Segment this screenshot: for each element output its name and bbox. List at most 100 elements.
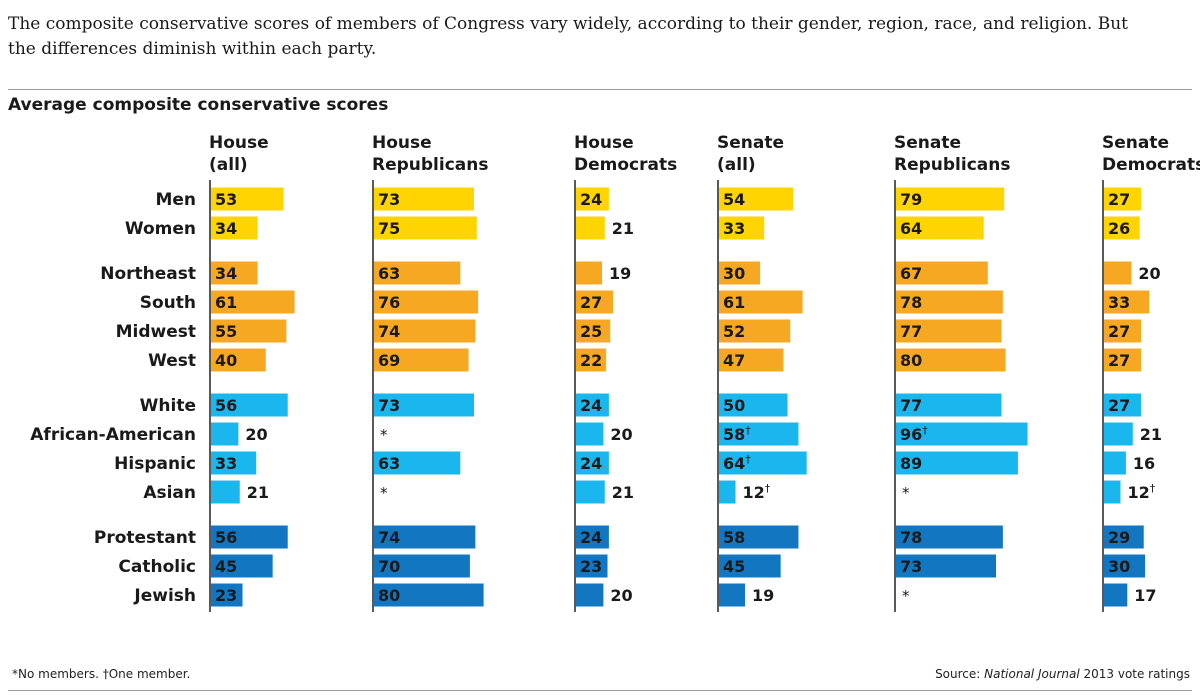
bar-race (719, 480, 736, 504)
bar-race (374, 451, 461, 475)
category-label: African-American (30, 425, 196, 445)
bar-religion (719, 554, 781, 578)
bar-value-label: 67 (900, 264, 922, 283)
bar-race (719, 451, 807, 475)
category-label: Northeast (100, 264, 196, 284)
source-prefix: Source: (935, 667, 985, 681)
bar-region (576, 290, 613, 314)
bar-religion (374, 583, 484, 607)
bar-region (1104, 348, 1141, 372)
bar-value-label: 19 (609, 264, 631, 283)
series-header: House (372, 133, 432, 153)
bar-value-label: 63 (378, 264, 400, 283)
bar-value-label: 21 (1140, 425, 1162, 444)
bar-religion (576, 583, 604, 607)
one-member-marker: † (745, 453, 751, 466)
bar-value-label: 64† (723, 453, 751, 473)
bar-region (719, 319, 791, 343)
bar-value-label: 80 (900, 351, 922, 370)
series-header: Democrats (574, 155, 677, 175)
bar-value-label: 17 (1134, 586, 1156, 605)
bar-gender (896, 216, 984, 240)
bar-value-label: 23 (215, 586, 237, 605)
bar-region (211, 261, 258, 285)
bar-race (896, 393, 1002, 417)
category-label: West (148, 351, 196, 371)
bar-race (896, 451, 1018, 475)
bar-value-label: 63 (378, 454, 400, 473)
bar-religion (211, 583, 243, 607)
category-label: Jewish (133, 586, 196, 606)
bar-value-label: 78 (900, 293, 922, 312)
bar-value-label: 33 (215, 454, 237, 473)
footnote-legend: *No members. †One member. (12, 667, 191, 681)
bar-value-label: 27 (1108, 351, 1130, 370)
bar-region (211, 319, 287, 343)
bar-value-label: 73 (900, 557, 922, 576)
bar-religion (211, 554, 273, 578)
bar-race (896, 422, 1028, 446)
series-header: (all) (209, 155, 248, 175)
one-member-marker: † (745, 424, 751, 437)
bar-region (1104, 290, 1150, 314)
bar-race (211, 451, 257, 475)
bar-value-label: 20 (1138, 264, 1160, 283)
bar-value-label: 74 (378, 528, 400, 547)
bar-gender (374, 216, 477, 240)
series-header: Republicans (372, 155, 489, 175)
bar-gender (211, 187, 284, 211)
bar-value-label: 52 (723, 322, 745, 341)
bar-value-label: 50 (723, 396, 745, 415)
bar-value-label: 24 (580, 454, 602, 473)
bar-religion (1104, 583, 1128, 607)
bar-value-label: 21 (247, 483, 269, 502)
bar-religion (1104, 554, 1146, 578)
bar-value-label: 74 (378, 322, 400, 341)
bar-value-label: 58† (723, 424, 751, 444)
category-label: Asian (143, 483, 196, 503)
no-members-marker: * (902, 587, 910, 605)
bar-region (374, 261, 461, 285)
bar-value-label: 70 (378, 557, 400, 576)
source-suffix: 2013 vote ratings (1079, 667, 1190, 681)
conservative-scores-chart: Men Women Northeast South Midwest West White Af… (30, 133, 1200, 612)
bar-gender (1104, 216, 1140, 240)
bar-region (211, 348, 266, 372)
bar-value-label: 76 (378, 293, 400, 312)
bar-region (576, 319, 611, 343)
bar-religion (896, 525, 1003, 549)
series-header: Senate (894, 133, 961, 153)
category-label: Catholic (118, 557, 196, 577)
bar-value-label: 30 (723, 264, 745, 283)
bar-region (211, 290, 295, 314)
bar-race (1104, 393, 1141, 417)
bar-race (576, 393, 609, 417)
bar-value-label: 30 (1108, 557, 1130, 576)
source-publication: National Journal (984, 667, 1080, 681)
bottom-divider (8, 690, 1192, 691)
category-label: Women (125, 219, 196, 239)
bar-value-label: 79 (900, 190, 922, 209)
bar-value-label: 54 (723, 190, 745, 209)
bar-value-label: 69 (378, 351, 400, 370)
bar-value-label: 20 (610, 425, 632, 444)
bar-religion (374, 525, 476, 549)
category-label: Men (155, 190, 196, 210)
one-member-marker: † (765, 482, 771, 495)
series-header: House (574, 133, 634, 153)
bar-region (1104, 319, 1141, 343)
bar-value-label: 24 (580, 528, 602, 547)
bar-religion (896, 554, 997, 578)
bar-religion (211, 525, 288, 549)
bar-value-label: 78 (900, 528, 922, 547)
bar-value-label: 77 (900, 396, 922, 415)
series-header: Democrats (1102, 155, 1200, 175)
bar-value-label: 33 (723, 219, 745, 238)
bar-gender (719, 187, 793, 211)
bar-region (374, 290, 479, 314)
bar-value-label: 45 (215, 557, 237, 576)
bar-region (719, 290, 803, 314)
bar-region (576, 261, 603, 285)
bar-value-label: 53 (215, 190, 237, 209)
bar-value-label: 61 (723, 293, 745, 312)
